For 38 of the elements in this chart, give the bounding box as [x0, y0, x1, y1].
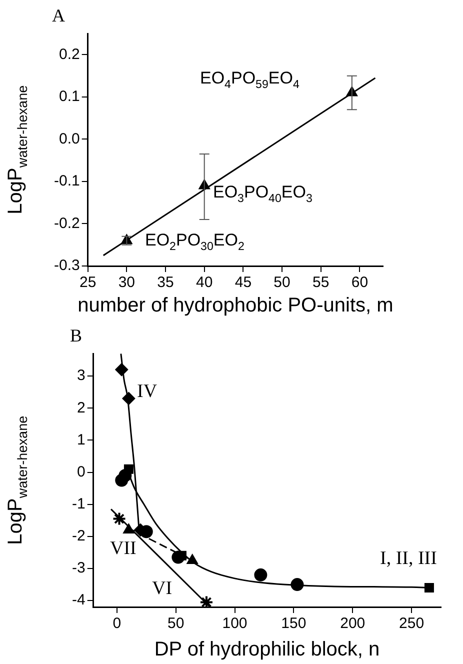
y-tick-label: 1	[76, 431, 86, 448]
annotation: VI	[152, 578, 172, 599]
x-tick-label: 45	[234, 274, 252, 292]
x-tick-label: 25	[80, 274, 96, 292]
annotation: I, II, III	[380, 548, 437, 569]
x-axis-title: number of hydrophobic PO-units, m	[78, 294, 394, 317]
y-tick-label: -1	[72, 496, 86, 512]
x-tick-label: 60	[351, 274, 368, 292]
y-tick-label: 3	[76, 367, 86, 384]
y-axis-title: LogPwater-hexane	[4, 416, 30, 545]
y-axis-title: LogPwater-hexane	[4, 85, 30, 214]
x-axis-title: DP of hydrophilic block, n	[154, 638, 380, 661]
x-tick-label: 50	[167, 615, 184, 632]
y-tick-label: -2	[72, 528, 86, 545]
x-tick-label: 40	[196, 274, 213, 292]
x-tick-label: 100	[222, 615, 248, 632]
x-tick-label: 200	[340, 615, 366, 632]
x-tick-label: 50	[274, 274, 290, 292]
y-tick-label: -4	[72, 592, 86, 609]
x-tick-label: 55	[312, 274, 330, 292]
x-tick-label: 0	[112, 615, 122, 632]
x-tick-label: 30	[118, 274, 136, 292]
chart-title: A	[52, 6, 65, 26]
y-tick-label: 0.1	[58, 88, 80, 106]
y-tick-label: -0.3	[54, 257, 80, 274]
y-tick-label: -0.2	[54, 214, 80, 232]
y-tick-label: 2	[76, 399, 86, 416]
x-tick-label: 35	[157, 274, 174, 292]
annotation: VII	[110, 538, 136, 559]
annotation: IV	[137, 380, 158, 402]
y-tick-label: 0	[76, 463, 86, 480]
x-tick-label: 250	[399, 615, 424, 632]
y-tick-label: 0.0	[58, 130, 80, 148]
chart-title: B	[70, 326, 82, 346]
y-tick-label: -0.1	[54, 172, 80, 190]
y-tick-label: 0.2	[58, 46, 80, 63]
x-tick-label: 150	[281, 615, 306, 632]
y-tick-label: -3	[72, 560, 86, 577]
